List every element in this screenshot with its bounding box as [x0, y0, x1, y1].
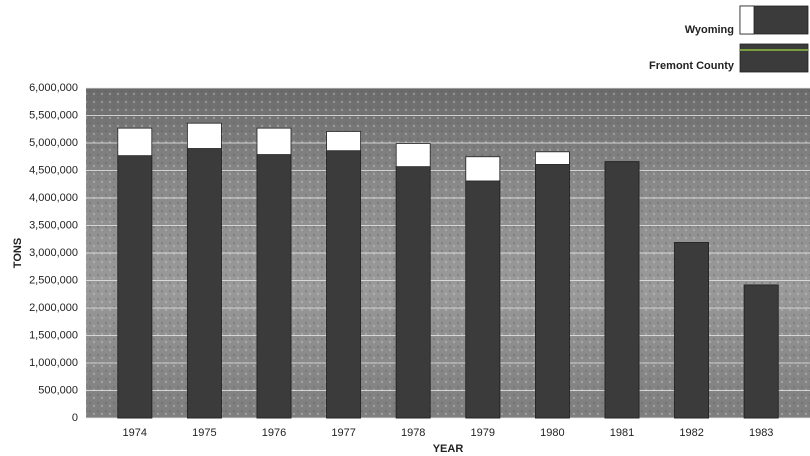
- legend-swatch: [739, 43, 809, 73]
- legend-label: Fremont County: [649, 60, 735, 72]
- y-tick-label: 500,000: [38, 384, 78, 396]
- y-tick-label: 0: [72, 412, 78, 424]
- x-tick-label: 1977: [331, 427, 355, 439]
- x-tick-label: 1983: [749, 427, 773, 439]
- legend-label: Wyoming: [685, 24, 734, 36]
- legend: Wyoming Fremont County: [649, 5, 809, 73]
- bar: [604, 161, 640, 419]
- y-tick-label: 6,000,000: [29, 82, 78, 94]
- bar: [186, 148, 222, 419]
- legend-swatch: [739, 5, 755, 35]
- x-tick-label: 1979: [471, 427, 495, 439]
- bar: [117, 155, 153, 419]
- bar: [743, 284, 779, 419]
- x-tick-label: 1982: [679, 427, 703, 439]
- x-tick-label: 1975: [192, 427, 216, 439]
- y-tick-label: 1,000,000: [29, 357, 78, 369]
- x-tick-label: 1981: [610, 427, 634, 439]
- bar: [465, 180, 501, 419]
- x-tick-label: 1976: [262, 427, 286, 439]
- bar: [326, 150, 362, 419]
- y-tick-label: 1,500,000: [29, 329, 78, 341]
- y-tick-label: 4,000,000: [29, 192, 78, 204]
- bar: [256, 154, 292, 419]
- x-axis-label: YEAR: [433, 443, 464, 455]
- x-tick-label: 1974: [123, 427, 147, 439]
- y-tick-label: 3,000,000: [29, 247, 78, 259]
- y-axis-label: TONS: [12, 238, 24, 268]
- x-tick-label: 1978: [401, 427, 425, 439]
- y-tick-label: 5,000,000: [29, 137, 78, 149]
- bar: [674, 242, 709, 419]
- x-tick-label: 1980: [540, 427, 564, 439]
- y-tick-label: 2,000,000: [29, 302, 78, 314]
- bar: [535, 164, 570, 419]
- y-tick-label: 4,500,000: [29, 164, 78, 176]
- y-tick-label: 5,500,000: [29, 109, 78, 121]
- y-tick-label: 3,500,000: [29, 219, 78, 231]
- bar: [395, 166, 431, 419]
- y-tick-label: 2,500,000: [29, 274, 78, 286]
